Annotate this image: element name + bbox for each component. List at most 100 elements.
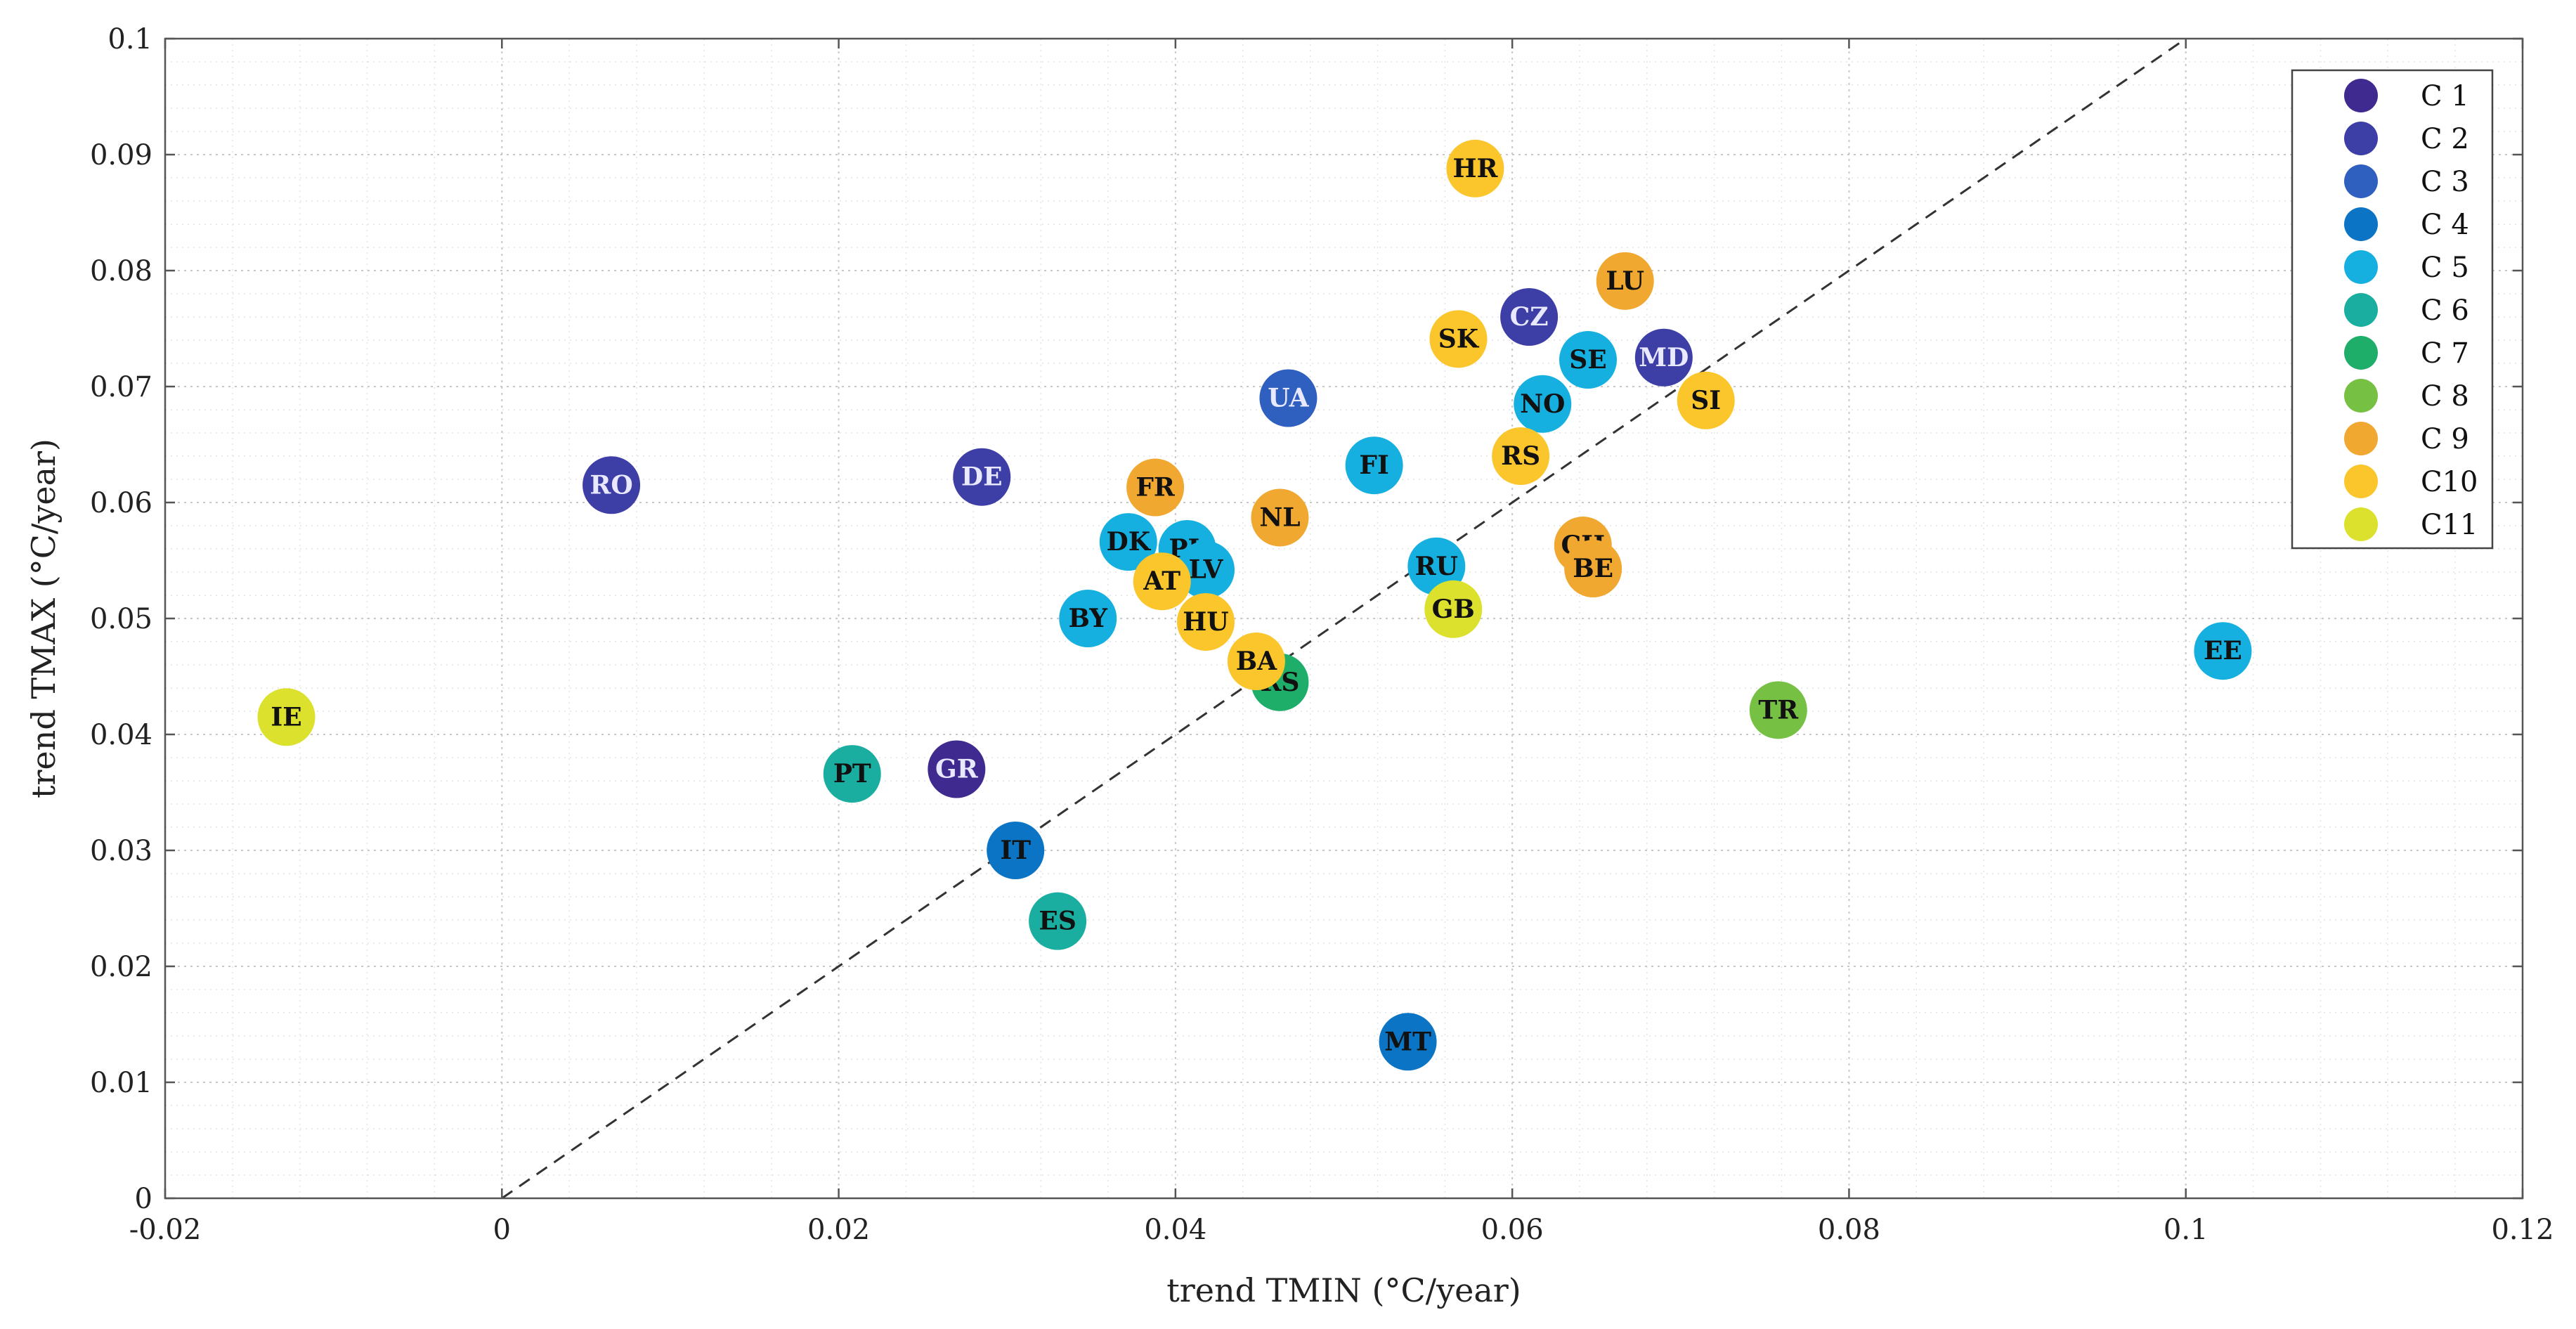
legend-marker bbox=[2344, 207, 2378, 241]
legend-label: C 1 bbox=[2421, 80, 2469, 112]
data-points: RODEGRCZMDUAITMTFISENODKPLLVBYRUEEPTESRS… bbox=[257, 139, 2252, 1071]
point-label: RO bbox=[590, 470, 632, 500]
point-label: BY bbox=[1068, 604, 1108, 633]
x-tick-label: 0.04 bbox=[1144, 1214, 1206, 1246]
legend-marker bbox=[2344, 250, 2378, 284]
data-point: EE bbox=[2194, 622, 2252, 680]
point-label: HU bbox=[1183, 607, 1228, 637]
point-marker bbox=[257, 688, 316, 746]
x-tick-label: 0.02 bbox=[807, 1214, 870, 1246]
y-tick-label: 0.01 bbox=[90, 1067, 152, 1099]
point-marker bbox=[1559, 331, 1617, 389]
legend-box bbox=[2291, 69, 2494, 550]
y-tick-label: 0 bbox=[135, 1183, 152, 1215]
data-point: RS bbox=[1492, 427, 1550, 485]
axes: -0.02 0 0.02 0.04 0.06 0.08 0.1 0.1200.010.020.… bbox=[90, 23, 2554, 1246]
point-marker bbox=[1514, 375, 1572, 433]
point-marker bbox=[1259, 369, 1318, 427]
point-label: EE bbox=[2204, 636, 2242, 666]
x-tick-label: -0.02 bbox=[129, 1214, 202, 1246]
data-point: LU bbox=[1596, 252, 1654, 310]
data-point: AT bbox=[1133, 552, 1191, 611]
point-label: HR bbox=[1452, 154, 1498, 183]
data-point: IE bbox=[257, 688, 316, 746]
data-point: CZ bbox=[1500, 288, 1559, 346]
data-point: SE bbox=[1559, 331, 1617, 389]
y-tick-label: 0.1 bbox=[108, 23, 152, 56]
point-marker bbox=[1133, 552, 1191, 611]
point-label: FI bbox=[1359, 450, 1388, 480]
data-point: IT bbox=[987, 822, 1045, 879]
y-tick-label: 0.07 bbox=[90, 371, 152, 403]
point-label: GR bbox=[935, 755, 979, 784]
point-marker bbox=[1429, 310, 1488, 368]
legend-entry: C 3 bbox=[2344, 164, 2469, 198]
point-label: IE bbox=[271, 702, 301, 732]
point-label: MD bbox=[1639, 343, 1689, 372]
point-label: NO bbox=[1520, 389, 1565, 419]
legend-marker bbox=[2344, 379, 2378, 413]
x-tick-label: 0.1 bbox=[2164, 1214, 2209, 1246]
data-point: BA bbox=[1227, 633, 1285, 691]
data-point: ES bbox=[1029, 892, 1087, 950]
point-label: UA bbox=[1268, 384, 1309, 413]
legend-entry: C 6 bbox=[2344, 293, 2469, 327]
legend-entry: C 4 bbox=[2344, 207, 2469, 241]
y-tick-label: 0.08 bbox=[90, 255, 152, 287]
data-point: MD bbox=[1634, 328, 1693, 387]
point-marker bbox=[1492, 427, 1550, 485]
point-marker bbox=[1176, 592, 1235, 651]
legend-marker bbox=[2344, 422, 2378, 455]
x-tick-label: 0.08 bbox=[1818, 1214, 1880, 1246]
data-point: NO bbox=[1514, 375, 1572, 433]
point-marker bbox=[1500, 288, 1559, 346]
data-point: BE bbox=[1564, 540, 1622, 598]
point-marker bbox=[1749, 681, 1807, 739]
legend-label: C 3 bbox=[2421, 166, 2469, 198]
point-marker bbox=[1564, 540, 1622, 598]
y-tick-label: 0.03 bbox=[90, 835, 152, 867]
point-marker bbox=[1379, 1013, 1437, 1071]
x-tick-label: 0.12 bbox=[2491, 1214, 2554, 1246]
point-label: ES bbox=[1039, 907, 1076, 936]
data-point: TR bbox=[1749, 681, 1807, 739]
point-marker bbox=[2194, 622, 2252, 680]
legend-marker bbox=[2344, 336, 2378, 370]
data-point: FI bbox=[1345, 436, 1403, 495]
data-point: BY bbox=[1059, 590, 1117, 647]
legend-marker bbox=[2344, 164, 2378, 198]
point-marker bbox=[1059, 590, 1117, 647]
point-label: SK bbox=[1438, 324, 1480, 354]
legend-label: C 8 bbox=[2421, 380, 2469, 413]
point-marker bbox=[1634, 328, 1693, 387]
data-point: NL bbox=[1251, 488, 1309, 547]
point-marker bbox=[823, 745, 881, 803]
legend-label: C 6 bbox=[2421, 294, 2469, 327]
y-tick-label: 0.09 bbox=[90, 139, 152, 171]
point-marker bbox=[1677, 371, 1735, 429]
data-point: LV bbox=[1176, 540, 1235, 599]
point-label: FR bbox=[1136, 473, 1176, 503]
point-label: TR bbox=[1758, 695, 1799, 725]
legend-entry: C10 bbox=[2344, 465, 2478, 498]
point-marker bbox=[1345, 436, 1403, 495]
data-point: HR bbox=[1446, 139, 1504, 197]
point-label: DE bbox=[961, 462, 1003, 492]
data-point: SK bbox=[1429, 310, 1488, 368]
point-marker bbox=[1596, 252, 1654, 310]
legend-entry: C 2 bbox=[2344, 122, 2469, 155]
x-axis-label: trend TMIN (°C/year) bbox=[1166, 1271, 1521, 1309]
y-tick-label: 0.06 bbox=[90, 487, 152, 519]
data-point: RO bbox=[583, 456, 641, 514]
point-marker bbox=[1099, 513, 1157, 571]
legend-entry: C 1 bbox=[2344, 79, 2469, 112]
point-marker bbox=[1446, 139, 1504, 197]
legend-entry: C 8 bbox=[2344, 379, 2469, 413]
point-label: RU bbox=[1415, 552, 1458, 581]
x-tick-label: 0 bbox=[493, 1214, 511, 1246]
legend-entry: C11 bbox=[2344, 507, 2478, 541]
point-label: DK bbox=[1106, 527, 1151, 557]
data-point: GB bbox=[1424, 580, 1483, 638]
point-label: SE bbox=[1569, 345, 1606, 375]
